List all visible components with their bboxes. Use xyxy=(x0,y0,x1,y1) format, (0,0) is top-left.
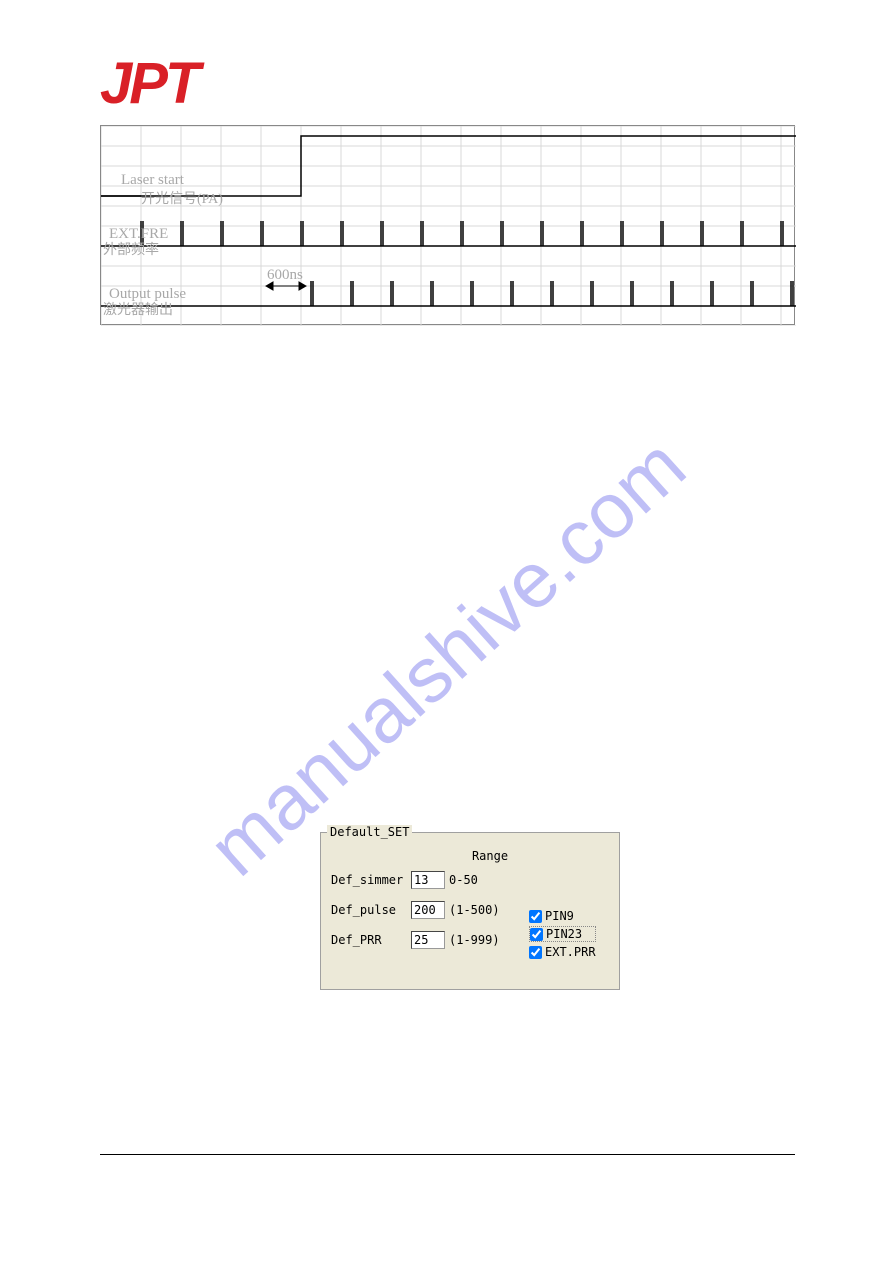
check-extprr[interactable] xyxy=(529,946,542,959)
logo: JPT xyxy=(100,50,197,117)
check-pin23-item[interactable]: PIN23 xyxy=(529,926,596,942)
output-pulse-cn-label: 激光器输出 xyxy=(103,301,173,318)
check-pin23[interactable] xyxy=(530,928,543,941)
range-simmer: 0-50 xyxy=(449,873,509,887)
check-extprr-label: EXT.PRR xyxy=(545,945,596,959)
panel-title: Default_SET xyxy=(327,825,412,839)
watermark: manualshive.com xyxy=(191,420,703,894)
check-pin9-item[interactable]: PIN9 xyxy=(529,909,596,923)
ext-fre-cn-label: 外部频率 xyxy=(103,241,159,258)
range-pulse: (1-500) xyxy=(449,903,509,917)
delay-label: 600ns xyxy=(267,267,303,283)
label-prr: Def_PRR xyxy=(331,933,411,947)
check-pin9[interactable] xyxy=(529,910,542,923)
check-extprr-item[interactable]: EXT.PRR xyxy=(529,945,596,959)
range-prr: (1-999) xyxy=(449,933,509,947)
check-pin9-label: PIN9 xyxy=(545,909,574,923)
footer-divider xyxy=(100,1154,795,1155)
label-pulse: Def_pulse xyxy=(331,903,411,917)
row-simmer: Def_simmer 0-50 xyxy=(331,869,609,891)
input-prr[interactable] xyxy=(411,931,445,949)
input-simmer[interactable] xyxy=(411,871,445,889)
laser-start-label: Laser start xyxy=(121,172,185,188)
check-pin23-label: PIN23 xyxy=(546,927,582,941)
ext-fre-label: EXT.FRE xyxy=(109,226,168,242)
laser-start-cn-label: 开光信号(PA) xyxy=(141,191,223,207)
timing-diagram: Laser start 开光信号(PA) EXT.FRE 外部频率 xyxy=(100,125,795,325)
output-pulse-label: Output pulse xyxy=(109,286,186,302)
default-set-panel: Default_SET Range Def_simmer 0-50 Def_pu… xyxy=(320,832,620,990)
label-simmer: Def_simmer xyxy=(331,873,411,887)
input-pulse[interactable] xyxy=(411,901,445,919)
range-header: Range xyxy=(371,849,609,863)
